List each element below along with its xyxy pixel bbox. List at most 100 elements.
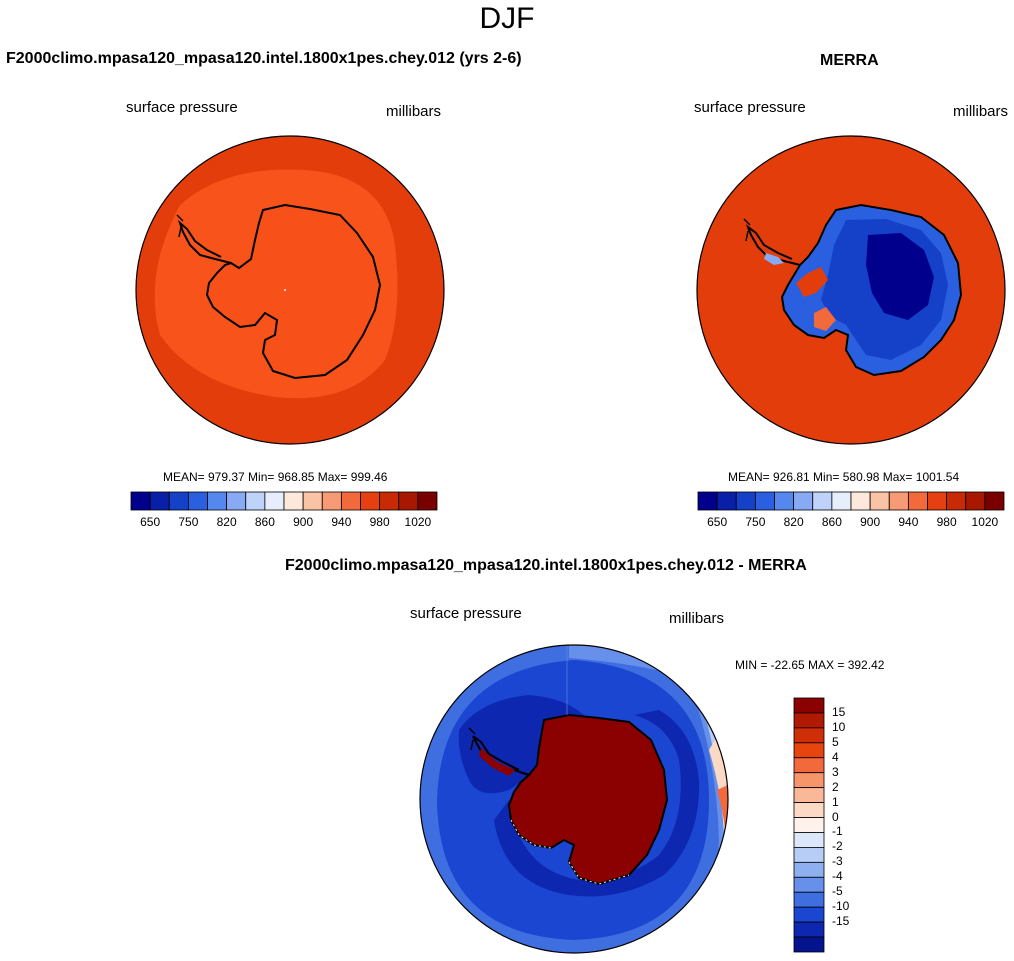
- colorbar-swatch: [965, 491, 986, 511]
- colorbar-swatch: [735, 491, 756, 511]
- panel3-east-gradient-4: [717, 780, 728, 900]
- colorbar-tick-label: -10: [832, 899, 850, 914]
- colorbar-swatch: [984, 491, 1005, 511]
- panel3-east-gradient-3: [709, 700, 728, 953]
- panel2-colorbar: [697, 491, 1005, 511]
- panel3-left-label: surface pressure: [410, 605, 522, 622]
- colorbar-tick-label: 650: [140, 515, 161, 529]
- colorbar-tick-label: 3: [832, 764, 839, 779]
- colorbar-tick-label: -15: [832, 914, 850, 929]
- colorbar-swatch: [793, 817, 825, 833]
- colorbar-swatch: [793, 861, 825, 878]
- colorbar-swatch: [793, 936, 825, 953]
- panel2-title: MERRA: [820, 52, 879, 69]
- panel1-title: F2000climo.mpasa120_mpasa120.intel.1800x…: [6, 50, 522, 67]
- colorbar-swatch: [245, 491, 266, 511]
- colorbar-swatch: [793, 772, 825, 789]
- colorbar-tick-label: 820: [216, 515, 237, 529]
- colorbar-swatch: [850, 491, 871, 511]
- colorbar-swatch: [697, 491, 718, 511]
- panel2-peninsula-tip: [764, 253, 784, 265]
- colorbar-swatch: [321, 491, 342, 511]
- colorbar-tick-label: 4: [832, 749, 839, 764]
- panel1-colorbar: [130, 491, 438, 511]
- colorbar-swatch: [149, 491, 170, 511]
- colorbar-swatch: [793, 891, 825, 908]
- colorbar-swatch: [907, 491, 928, 511]
- colorbar-swatch: [946, 491, 967, 511]
- colorbar-swatch: [130, 491, 151, 511]
- colorbar-swatch: [793, 727, 825, 744]
- colorbar-swatch: [283, 491, 304, 511]
- colorbar-tick-label: -2: [832, 839, 843, 854]
- colorbar-swatch: [226, 491, 247, 511]
- panel3-map: [419, 644, 729, 954]
- colorbar-swatch: [793, 712, 825, 729]
- colorbar-swatch: [793, 906, 825, 923]
- colorbar-swatch: [754, 491, 775, 511]
- colorbar-tick-label: 0: [832, 809, 839, 824]
- colorbar-swatch: [927, 491, 948, 511]
- colorbar-swatch: [831, 491, 852, 511]
- colorbar-tick-label: 10: [832, 719, 846, 734]
- colorbar-tick-label: 980: [369, 515, 390, 529]
- colorbar-swatch: [264, 491, 285, 511]
- colorbar-tick-label: 750: [745, 515, 766, 529]
- colorbar-tick-label: 5: [832, 734, 839, 749]
- colorbar-tick-label: 650: [707, 515, 728, 529]
- colorbar-swatch: [793, 847, 825, 863]
- colorbar-swatch: [187, 491, 208, 511]
- panel3-title: F2000climo.mpasa120_mpasa120.intel.1800x…: [285, 557, 807, 574]
- panel2-left-label: surface pressure: [694, 99, 806, 116]
- colorbar-tick-label: 980: [936, 515, 957, 529]
- colorbar-swatch: [360, 491, 381, 511]
- colorbar-tick-label: 940: [898, 515, 919, 529]
- colorbar-swatch: [793, 787, 825, 803]
- panel3-colorbar: [793, 697, 825, 953]
- panel3-inner-ring: [494, 710, 700, 897]
- panel2-plateau: [866, 233, 934, 320]
- colorbar-swatch: [793, 832, 825, 848]
- panel3-coast-highlight: [510, 819, 630, 885]
- colorbar-swatch: [417, 491, 438, 511]
- colorbar-tick-label: 1020: [404, 515, 432, 529]
- panel1-map: [135, 135, 445, 445]
- colorbar-swatch: [793, 876, 825, 893]
- colorbar-tick-label: 820: [783, 515, 804, 529]
- colorbar-swatch: [812, 491, 833, 511]
- colorbar-swatch: [379, 491, 400, 511]
- colorbar-swatch: [793, 757, 825, 774]
- colorbar-swatch: [340, 491, 361, 511]
- colorbar-swatch: [869, 491, 890, 511]
- colorbar-swatch: [793, 742, 825, 759]
- panel1-stats: MEAN= 979.37 Min= 968.85 Max= 999.46: [163, 470, 388, 484]
- colorbar-tick-label: 900: [860, 515, 881, 529]
- colorbar-tick-label: 900: [293, 515, 314, 529]
- colorbar-swatch: [207, 491, 228, 511]
- colorbar-swatch: [793, 802, 825, 818]
- panel3-peninsula-fill: [479, 748, 515, 776]
- colorbar-swatch: [793, 491, 814, 511]
- colorbar-tick-label: 15: [832, 704, 846, 719]
- panel3-stats: MIN = -22.65 MAX = 392.42: [735, 658, 885, 672]
- colorbar-tick-label: 860: [821, 515, 842, 529]
- colorbar-swatch: [168, 491, 189, 511]
- panel3-antarctica: [507, 713, 669, 886]
- colorbar-tick-label: -5: [832, 884, 843, 899]
- panel1-right-label: millibars: [386, 103, 442, 120]
- colorbar-tick-label: 750: [178, 515, 199, 529]
- colorbar-swatch: [302, 491, 323, 511]
- panel2-right-label: millibars: [953, 103, 1009, 120]
- colorbar-swatch: [793, 697, 825, 714]
- panel2-map: [696, 135, 1006, 445]
- colorbar-tick-label: -1: [832, 824, 843, 839]
- panel2-weddell-sea: [814, 307, 836, 331]
- colorbar-swatch: [716, 491, 737, 511]
- colorbar-swatch: [888, 491, 909, 511]
- colorbar-tick-label: 1020: [971, 515, 999, 529]
- panel2-ross-sea: [796, 267, 828, 297]
- colorbar-tick-label: 1: [832, 794, 839, 809]
- figure-title: DJF: [479, 2, 535, 35]
- panel3-right-label: millibars: [669, 610, 725, 627]
- panel2-stats: MEAN= 926.81 Min= 580.98 Max= 1001.54: [728, 470, 960, 484]
